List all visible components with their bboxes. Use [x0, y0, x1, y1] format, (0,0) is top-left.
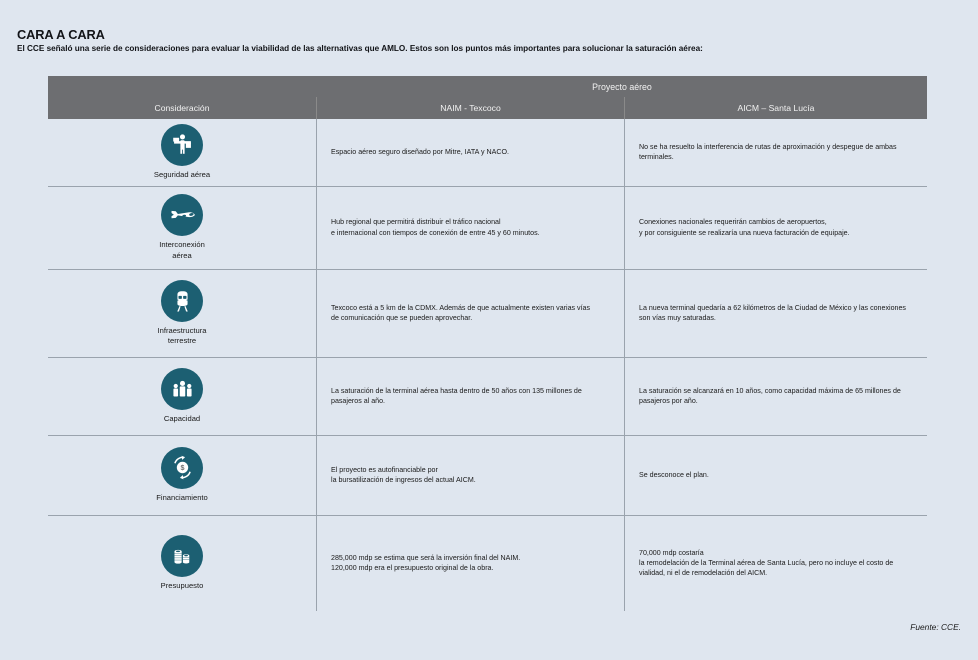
svg-text:$: $ [180, 465, 184, 473]
